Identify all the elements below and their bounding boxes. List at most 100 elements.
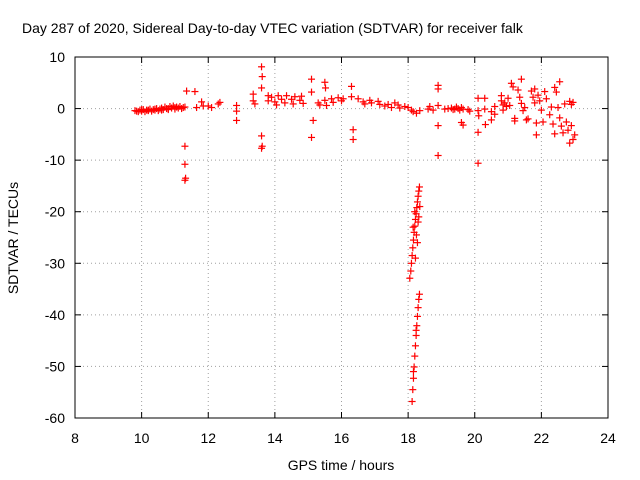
x-tick-label: 12 <box>200 430 216 446</box>
data-point <box>491 103 499 111</box>
data-point <box>412 326 420 334</box>
y-tick-label: -60 <box>45 410 65 426</box>
data-point <box>567 122 575 130</box>
data-point <box>416 107 424 115</box>
data-point <box>556 78 564 86</box>
x-tick-label: 8 <box>71 430 79 446</box>
data-point <box>547 103 555 111</box>
data-point <box>474 94 482 102</box>
data-point <box>481 94 489 102</box>
data-point <box>415 183 423 191</box>
data-point <box>268 93 276 101</box>
data-point <box>413 312 421 320</box>
data-point <box>536 97 544 105</box>
data-point <box>407 267 415 275</box>
data-point <box>249 97 257 105</box>
data-point <box>289 100 297 108</box>
data-point <box>409 386 417 394</box>
data-point <box>566 97 574 105</box>
data-point <box>407 106 415 114</box>
data-point <box>487 116 495 124</box>
data-point <box>561 100 569 108</box>
data-point <box>178 105 186 113</box>
x-tick-label: 24 <box>600 430 616 446</box>
data-point <box>415 213 423 221</box>
data-point <box>516 93 524 101</box>
data-point <box>249 90 257 98</box>
data-point <box>413 322 421 330</box>
data-point <box>504 94 512 102</box>
x-tick-label: 14 <box>267 430 283 446</box>
data-point <box>474 159 482 167</box>
data-point <box>347 82 355 90</box>
grid-lines <box>75 57 608 418</box>
data-point <box>415 295 423 303</box>
data-point <box>434 152 442 160</box>
data-point <box>334 94 342 102</box>
data-point <box>191 88 199 96</box>
data-point <box>415 290 423 298</box>
data-point <box>412 231 420 239</box>
data-point <box>457 104 465 112</box>
data-point <box>434 122 442 130</box>
data-point <box>273 101 281 109</box>
data-point <box>308 133 316 141</box>
data-point <box>481 121 489 129</box>
data-point <box>274 92 282 100</box>
data-point <box>328 95 336 103</box>
data-point <box>233 107 241 115</box>
data-point <box>308 88 316 96</box>
data-point <box>537 106 545 114</box>
data-point <box>554 104 562 112</box>
data-point <box>499 106 507 114</box>
data-point <box>546 111 554 119</box>
data-point <box>299 99 307 107</box>
data-point <box>556 114 564 122</box>
data-point <box>501 99 509 107</box>
data-points <box>131 63 579 405</box>
data-point <box>557 122 565 130</box>
data-point <box>532 119 540 127</box>
data-point <box>564 126 572 134</box>
data-point <box>322 84 330 92</box>
data-point <box>411 222 419 230</box>
data-point <box>408 397 416 405</box>
data-point <box>569 98 577 106</box>
x-tick-label: 20 <box>467 430 483 446</box>
data-point <box>376 100 384 108</box>
data-point <box>464 106 472 114</box>
data-point <box>214 100 222 108</box>
data-point <box>552 88 560 96</box>
y-tick-label: 10 <box>49 49 65 65</box>
data-point <box>413 198 421 206</box>
data-point <box>415 187 423 195</box>
data-point <box>164 105 172 113</box>
data-point <box>138 106 146 114</box>
data-point <box>531 85 539 93</box>
data-point <box>258 73 266 81</box>
y-tick-labels: -60 -50 -40 -30 -20 -10 0 10 <box>45 49 65 426</box>
data-point <box>406 274 414 282</box>
data-point <box>531 99 539 107</box>
data-point <box>258 144 266 152</box>
data-point <box>481 105 489 113</box>
data-point <box>298 92 306 100</box>
data-point <box>193 104 201 112</box>
data-point <box>204 102 212 110</box>
data-point <box>283 92 291 100</box>
data-point <box>308 75 316 83</box>
data-point <box>566 139 574 147</box>
y-axis-label: SDTVAR / TECUs <box>5 182 21 294</box>
data-point <box>323 101 331 109</box>
data-point <box>181 103 189 111</box>
data-point <box>534 91 542 99</box>
data-point <box>474 128 482 136</box>
data-point <box>321 78 329 86</box>
y-tick-label: -20 <box>45 204 65 220</box>
data-point <box>258 84 266 92</box>
data-point <box>374 97 382 105</box>
data-point <box>271 98 279 106</box>
data-point <box>507 79 515 87</box>
data-point <box>532 131 540 139</box>
data-point <box>361 100 369 108</box>
